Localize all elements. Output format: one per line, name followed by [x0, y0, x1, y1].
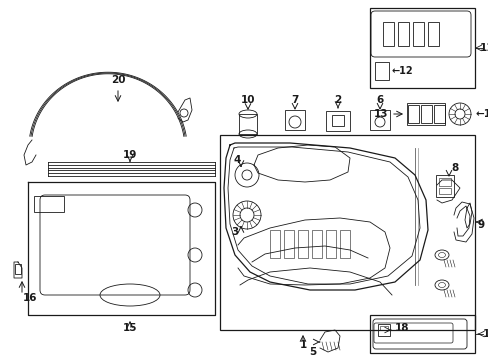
Bar	[435, 175, 453, 197]
Bar	[331, 115, 343, 126]
Text: 19: 19	[122, 150, 137, 160]
Bar	[406, 103, 444, 125]
Text: 4: 4	[233, 155, 240, 165]
Bar	[325, 111, 349, 131]
Bar	[339, 230, 349, 258]
Bar	[438, 178, 450, 186]
Text: 8: 8	[450, 163, 458, 173]
Bar	[284, 230, 293, 258]
Bar	[374, 62, 388, 80]
Text: 20: 20	[110, 75, 125, 85]
Bar	[297, 230, 307, 258]
Bar	[412, 22, 423, 46]
Bar	[34, 196, 64, 212]
Bar	[15, 264, 21, 274]
Bar	[382, 22, 393, 46]
Bar	[407, 105, 418, 123]
Text: 6: 6	[376, 95, 383, 105]
Bar	[369, 8, 474, 88]
Text: 9: 9	[476, 220, 484, 230]
Text: 7: 7	[291, 95, 298, 105]
Bar	[311, 230, 321, 258]
Bar	[369, 315, 474, 353]
Text: ←12: ←12	[390, 66, 412, 76]
Text: 16: 16	[23, 293, 37, 303]
Text: 2: 2	[334, 95, 341, 105]
Bar	[239, 114, 257, 134]
Text: 13: 13	[373, 109, 387, 119]
Text: 11: 11	[479, 43, 488, 53]
Bar	[420, 105, 431, 123]
Bar	[285, 110, 305, 130]
Text: 5: 5	[308, 347, 315, 357]
Text: 10: 10	[240, 95, 255, 105]
Text: 1: 1	[299, 340, 306, 350]
Bar	[269, 230, 280, 258]
Bar	[397, 22, 408, 46]
Text: 18: 18	[394, 323, 408, 333]
Bar	[379, 326, 387, 330]
Bar	[325, 230, 335, 258]
Text: ←14: ←14	[475, 109, 488, 119]
Text: 15: 15	[122, 323, 137, 333]
Bar	[427, 22, 438, 46]
Bar	[220, 135, 474, 330]
Text: 17: 17	[482, 329, 488, 339]
Bar	[433, 105, 444, 123]
Bar	[438, 188, 450, 194]
Text: 3: 3	[231, 227, 238, 237]
Bar	[369, 110, 389, 130]
Bar	[377, 324, 389, 336]
